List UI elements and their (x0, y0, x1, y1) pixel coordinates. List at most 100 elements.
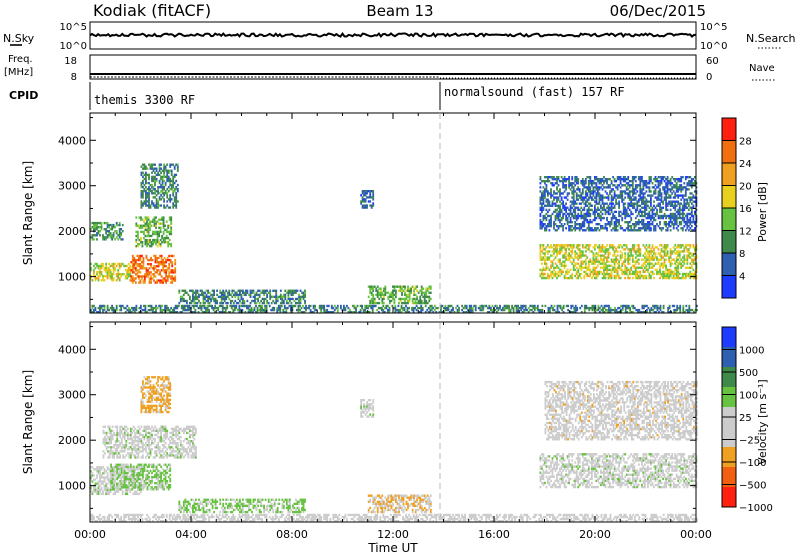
data-cell (598, 260, 601, 263)
data-cell (586, 306, 589, 310)
data-cell (648, 274, 651, 278)
data-cell (674, 268, 677, 272)
data-cell (91, 279, 94, 282)
data-cell (645, 190, 648, 193)
data-cell (663, 214, 666, 218)
data-cell (370, 204, 373, 207)
data-cell (144, 275, 146, 278)
data-cell (117, 262, 120, 266)
data-cell (527, 311, 530, 314)
data-cell (568, 214, 571, 218)
data-cell (584, 182, 587, 185)
data-cell (603, 264, 605, 267)
data-cell (612, 206, 615, 209)
data-cell (216, 301, 219, 305)
data-cell (630, 229, 633, 232)
data-cell (553, 248, 555, 251)
data-cell (253, 308, 256, 312)
data-cell (631, 198, 634, 201)
data-cell (154, 188, 156, 191)
data-cell (669, 218, 672, 222)
data-cell (683, 202, 686, 205)
data-cell (159, 273, 162, 276)
data-cell (175, 202, 178, 205)
data-cell (117, 234, 120, 237)
data-cell (594, 227, 596, 230)
data-cell (562, 229, 565, 232)
data-cell (633, 204, 636, 207)
data-cell (205, 295, 208, 299)
data-cell (660, 182, 663, 185)
data-cell (680, 244, 683, 247)
data-cell (160, 256, 163, 260)
data-cell (615, 308, 618, 312)
data-cell (639, 227, 642, 230)
data-cell (539, 206, 542, 209)
data-cell (167, 169, 170, 172)
data-cell (689, 221, 692, 224)
data-cell (292, 297, 294, 301)
data-cell (624, 208, 627, 212)
data-cell (654, 225, 657, 228)
data-cell (403, 306, 406, 310)
data-cell (575, 176, 578, 179)
data-cell (686, 260, 689, 263)
data-cell (140, 238, 142, 242)
data-cell (595, 208, 598, 212)
data-cell (249, 301, 252, 305)
data-cell (105, 271, 108, 274)
data-cell (163, 277, 166, 280)
data-cell (675, 214, 678, 218)
data-cell (639, 229, 642, 232)
data-cell (156, 258, 159, 262)
data-cell (401, 297, 403, 301)
data-cell (572, 258, 575, 261)
data-cell (600, 216, 602, 220)
data-cell (610, 264, 613, 267)
data-cell (160, 279, 163, 282)
data-cell (604, 266, 607, 269)
data-cell (587, 212, 590, 216)
data-cell (408, 295, 411, 299)
data-cell (624, 184, 627, 187)
data-cell (665, 223, 668, 226)
data-cell (597, 192, 599, 195)
data-cell (641, 210, 643, 214)
data-cell (684, 190, 687, 193)
data-cell (692, 258, 695, 261)
freq-tick-top: 18 (64, 56, 77, 67)
data-cell (144, 218, 147, 221)
data-cell (683, 260, 686, 263)
data-cell (589, 178, 592, 181)
data-cell (678, 272, 681, 276)
data-cell (117, 273, 120, 276)
data-cell (600, 254, 602, 257)
data-cell (575, 272, 578, 276)
data-cell (179, 311, 182, 314)
data-cell (565, 248, 568, 251)
data-cell (668, 214, 671, 218)
data-cell (589, 180, 592, 183)
data-cell (641, 202, 643, 205)
data-cell (234, 291, 237, 294)
data-cell (589, 270, 592, 274)
data-cell (97, 277, 100, 280)
data-cell (579, 306, 582, 310)
data-cell (145, 167, 147, 170)
data-cell (568, 244, 571, 247)
data-cell (202, 304, 204, 308)
data-cell (648, 225, 651, 228)
data-cell (672, 218, 675, 222)
data-cell (650, 266, 652, 269)
data-cell (302, 311, 304, 314)
data-cell (165, 279, 168, 282)
data-cell (559, 270, 561, 274)
data-cell (150, 277, 152, 280)
data-cell (407, 287, 409, 290)
data-cell (174, 275, 177, 278)
data-cell (237, 295, 240, 299)
data-cell (170, 179, 173, 183)
data-cell (618, 246, 621, 249)
data-cell (642, 182, 645, 185)
data-cell (597, 190, 599, 193)
